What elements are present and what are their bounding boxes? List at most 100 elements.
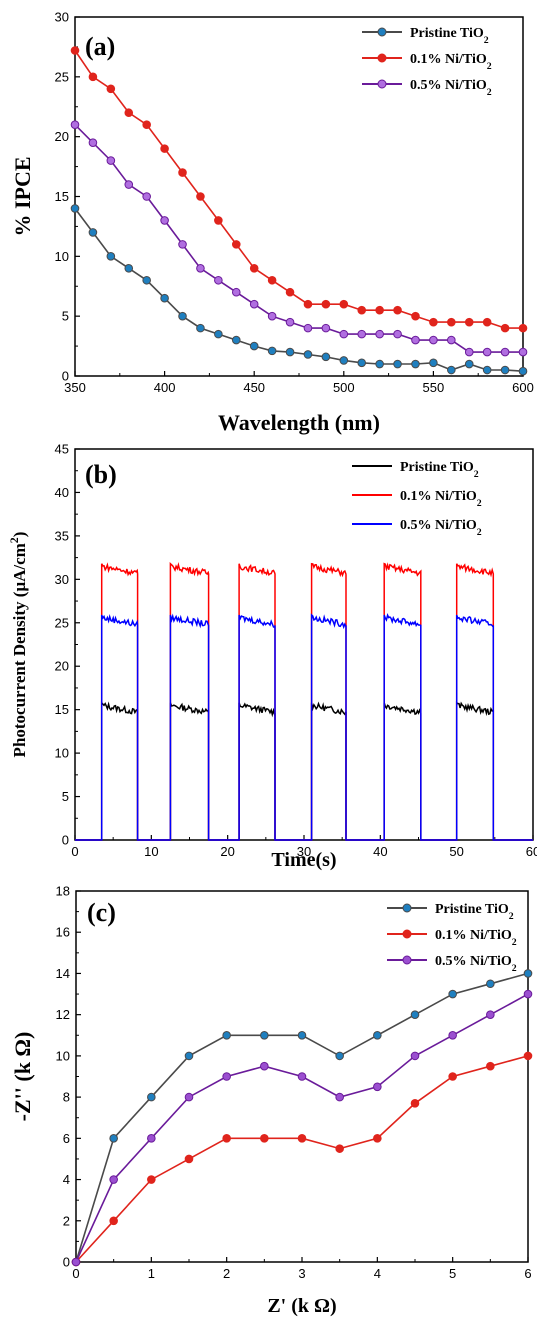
x-tick-label: 400 xyxy=(154,380,176,395)
y-tick-label: 25 xyxy=(55,69,69,84)
series-line xyxy=(74,208,524,372)
legend-marker xyxy=(402,929,412,939)
series-line xyxy=(75,700,533,841)
data-point xyxy=(196,264,205,273)
data-point xyxy=(411,311,420,321)
data-point xyxy=(249,299,259,309)
data-point xyxy=(297,1134,307,1143)
data-point xyxy=(147,1175,156,1184)
data-point xyxy=(231,287,241,297)
legend-label: 0.1% Ni/TiO2 xyxy=(400,489,482,509)
series-1 xyxy=(71,1051,533,1267)
data-point xyxy=(160,144,169,153)
panel-label: (c) xyxy=(87,898,116,927)
data-point xyxy=(373,1030,382,1040)
legend-item xyxy=(387,955,427,965)
x-tick-label: 350 xyxy=(64,380,86,395)
data-point xyxy=(106,156,116,165)
data-point xyxy=(260,1061,269,1071)
legend-marker xyxy=(377,53,387,63)
legend-label: Pristine TiO2 xyxy=(435,902,514,922)
data-point xyxy=(109,1216,118,1226)
y-tick-label: 5 xyxy=(62,789,69,804)
data-point xyxy=(448,1030,457,1040)
data-point xyxy=(160,216,169,225)
y-tick-label: 8 xyxy=(63,1090,70,1105)
data-point xyxy=(285,347,295,357)
data-point xyxy=(222,1030,231,1040)
series-line xyxy=(75,972,529,1263)
legend-label: 0.5% Ni/TiO2 xyxy=(400,518,482,538)
data-point xyxy=(464,347,474,357)
data-point xyxy=(339,329,349,339)
chart-panel-b: 0 10 20 30 40 50 60 0 5 10 15 20 25 30 35 40 45 (b) xyxy=(55,442,537,860)
y-tick-label: 10 xyxy=(55,249,69,264)
y-tick-label: 15 xyxy=(55,189,69,204)
data-point xyxy=(178,311,187,321)
data-point xyxy=(303,323,313,333)
legend-item xyxy=(362,79,402,89)
data-point xyxy=(70,46,80,55)
series-0 xyxy=(75,700,533,841)
data-point xyxy=(482,347,492,357)
data-point xyxy=(109,1175,118,1184)
y-tick-label: 40 xyxy=(55,485,69,500)
legend-marker xyxy=(402,955,412,965)
data-point xyxy=(184,1154,194,1164)
x-axis-label: Time(s) xyxy=(271,849,336,871)
data-point xyxy=(464,317,474,327)
legend-item xyxy=(362,53,402,63)
chart-panel-a: 350 400 450 500 550 600 0 5 10 15 20 25 30 (a) xyxy=(55,10,534,396)
series-line xyxy=(75,612,533,841)
data-point xyxy=(410,1098,420,1108)
data-point xyxy=(410,1051,420,1061)
data-point xyxy=(178,168,187,177)
y-tick-label: 5 xyxy=(62,309,69,324)
data-point xyxy=(518,323,528,333)
legend-label: 0.5% Ni/TiO2 xyxy=(435,954,517,974)
data-point xyxy=(410,1010,420,1019)
x-tick-label: 500 xyxy=(333,380,355,395)
data-point xyxy=(321,323,331,333)
data-point xyxy=(339,299,349,309)
data-point xyxy=(375,359,384,369)
data-point xyxy=(357,329,367,339)
legend-item xyxy=(387,929,427,939)
y-tick-label: 10 xyxy=(55,746,69,761)
series-0 xyxy=(70,204,528,376)
data-point xyxy=(486,979,495,989)
data-point xyxy=(106,252,116,261)
data-point xyxy=(267,346,277,356)
data-point xyxy=(88,138,98,147)
data-point xyxy=(339,356,349,365)
data-point xyxy=(231,240,241,249)
data-point xyxy=(88,228,98,237)
data-point xyxy=(518,347,528,357)
data-point xyxy=(482,365,492,375)
y-tick-label: 12 xyxy=(56,1007,70,1022)
data-point xyxy=(523,989,533,999)
series-2 xyxy=(70,120,528,357)
legend-label: 0.1% Ni/TiO2 xyxy=(410,52,492,72)
x-tick-label: 6 xyxy=(524,1266,531,1281)
data-point xyxy=(267,311,277,321)
data-point xyxy=(142,120,151,129)
y-tick-label: 25 xyxy=(55,615,69,630)
data-point xyxy=(109,1134,118,1143)
data-point xyxy=(393,359,402,369)
data-point xyxy=(184,1051,194,1061)
y-tick-label: 4 xyxy=(63,1172,70,1187)
data-point xyxy=(106,84,116,94)
legend-label: Pristine TiO2 xyxy=(410,26,489,46)
data-point xyxy=(447,335,456,345)
data-point xyxy=(429,358,438,368)
legend-marker xyxy=(402,903,412,913)
data-point xyxy=(184,1092,194,1102)
plot-frame xyxy=(74,448,534,841)
series-2 xyxy=(75,612,533,841)
data-point xyxy=(373,1134,382,1143)
data-point xyxy=(142,192,151,201)
data-point xyxy=(178,240,187,249)
